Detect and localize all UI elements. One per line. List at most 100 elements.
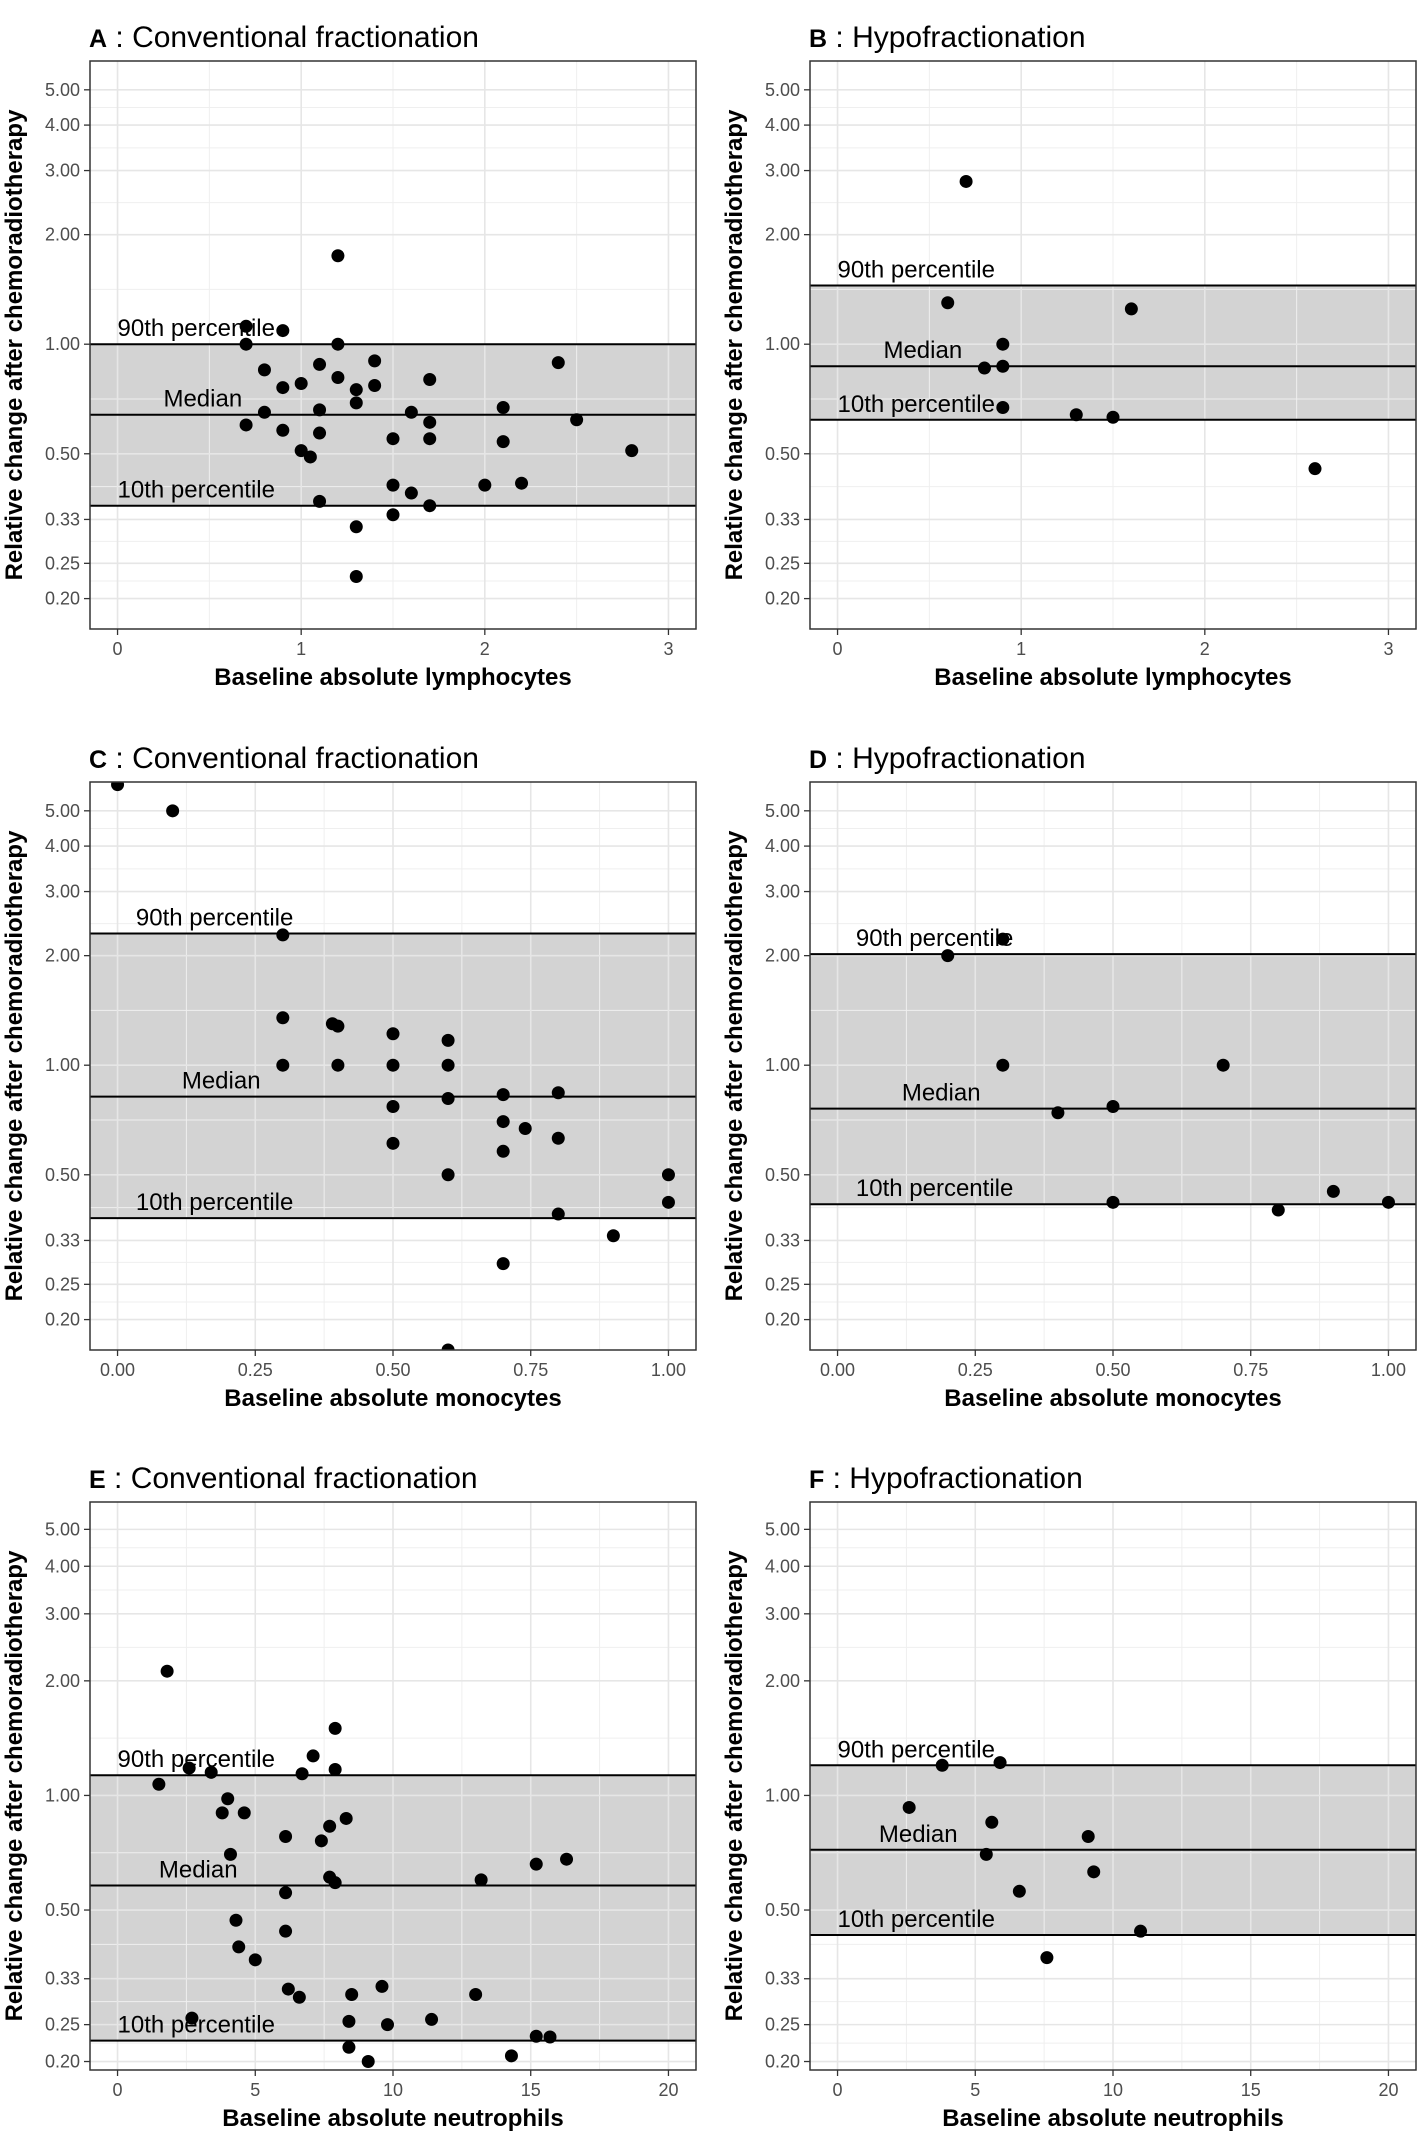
data-point (441, 1343, 455, 1350)
data-point (342, 2014, 356, 2028)
data-point (281, 1982, 295, 1996)
data-point (239, 319, 253, 333)
data-point (323, 1819, 337, 1833)
data-point (606, 1229, 620, 1243)
data-point (313, 494, 327, 508)
data-point (303, 450, 317, 464)
data-point (404, 486, 418, 500)
panel-letter: A (89, 25, 107, 53)
data-point (979, 1847, 993, 1861)
data-point (368, 379, 382, 393)
reference-label-median: Median (883, 337, 962, 364)
x-tick-label: 5 (250, 2080, 260, 2100)
panel-e: E : Conventional fractionation 90th perce… (1, 1462, 697, 2132)
x-tick-label: 0.00 (100, 1360, 135, 1380)
data-point (543, 2030, 557, 2044)
data-point (1106, 1100, 1120, 1114)
data-point (551, 356, 565, 370)
plot-area (90, 61, 696, 629)
panel-letter: D (809, 746, 827, 774)
data-point (257, 363, 271, 377)
data-point (996, 1058, 1010, 1072)
data-point (1124, 302, 1138, 316)
y-tick-label: 3.00 (765, 1604, 800, 1624)
x-tick-label: 0.00 (820, 1360, 855, 1380)
data-point (996, 337, 1010, 351)
y-tick-label: 1.00 (765, 1055, 800, 1075)
y-tick-label: 5.00 (45, 1519, 80, 1539)
x-tick-label: 0.75 (513, 1360, 548, 1380)
y-tick-label: 0.50 (765, 1165, 800, 1185)
data-point (386, 508, 400, 522)
data-point (313, 426, 327, 440)
y-tick-label: 2.00 (765, 1671, 800, 1691)
data-point (996, 401, 1010, 415)
y-tick-label: 2.00 (765, 225, 800, 245)
reference-label-p90: 90th percentile (856, 925, 1013, 952)
data-point (496, 1144, 510, 1158)
x-tick-label: 0.25 (958, 1360, 993, 1380)
y-tick-label: 5.00 (45, 801, 80, 821)
data-point (478, 478, 492, 492)
x-tick-label: 1 (1016, 639, 1026, 659)
data-point (223, 1847, 237, 1861)
data-point (111, 782, 125, 792)
x-tick-label: 3 (1383, 639, 1393, 659)
panel-title-text: : Conventional fractionation (107, 742, 479, 775)
data-point (423, 372, 437, 386)
data-point (294, 376, 308, 390)
data-point (276, 928, 290, 942)
data-point (185, 2011, 199, 2025)
panel-title-text: : Conventional fractionation (106, 1462, 478, 1495)
plot-border (809, 60, 1417, 630)
y-tick-label: 4.00 (765, 836, 800, 856)
data-point (1012, 1884, 1026, 1898)
y-tick-label: 0.25 (765, 553, 800, 573)
data-point (985, 1815, 999, 1829)
data-point (279, 1886, 293, 1900)
y-tick-label: 0.50 (45, 1165, 80, 1185)
y-tick-label: 5.00 (45, 80, 80, 100)
y-tick-label: 0.50 (765, 1900, 800, 1920)
reference-label-median: Median (159, 1856, 238, 1883)
data-point (215, 1806, 229, 1820)
panel-title: B : Hypofractionation (809, 21, 1086, 54)
x-tick-label: 1.00 (651, 1360, 686, 1380)
panel-letter: F (809, 1466, 824, 1494)
reference-label-p10: 10th percentile (838, 391, 995, 418)
y-tick-label: 0.20 (45, 589, 80, 609)
data-point (160, 1664, 174, 1678)
data-point (1271, 1203, 1285, 1217)
data-point (496, 401, 510, 415)
y-tick-label: 3.00 (765, 882, 800, 902)
x-tick-label: 0 (113, 2080, 123, 2100)
x-tick-label: 0 (833, 2080, 843, 2100)
x-tick-label: 0 (833, 639, 843, 659)
reference-label-p90: 90th percentile (136, 905, 293, 932)
reference-label-p90: 90th percentile (118, 315, 275, 342)
y-tick-label: 1.00 (45, 1785, 80, 1805)
panel-title-text: : Conventional fractionation (107, 21, 479, 54)
data-point (328, 1721, 342, 1735)
data-point (935, 1758, 949, 1772)
panel-title-text: : Hypofractionation (827, 742, 1085, 775)
data-point (560, 1852, 574, 1866)
y-tick-label: 3.00 (765, 161, 800, 181)
data-point (1087, 1865, 1101, 1879)
x-tick-label: 3 (663, 639, 673, 659)
y-tick-label: 4.00 (765, 1556, 800, 1576)
data-point (496, 1257, 510, 1271)
data-point (328, 1762, 342, 1776)
data-point (1069, 408, 1083, 422)
x-tick-label: 5 (970, 2080, 980, 2100)
y-tick-label: 0.33 (45, 1969, 80, 1989)
y-tick-label: 4.00 (45, 1556, 80, 1576)
data-point (996, 359, 1010, 373)
y-tick-label: 3.00 (45, 1604, 80, 1624)
panel-b: B : Hypofractionation 90th percentile Medi… (721, 21, 1417, 691)
y-tick-label: 0.20 (765, 1310, 800, 1330)
data-point (959, 174, 973, 188)
data-point (1040, 1951, 1054, 1965)
data-point (941, 949, 955, 963)
